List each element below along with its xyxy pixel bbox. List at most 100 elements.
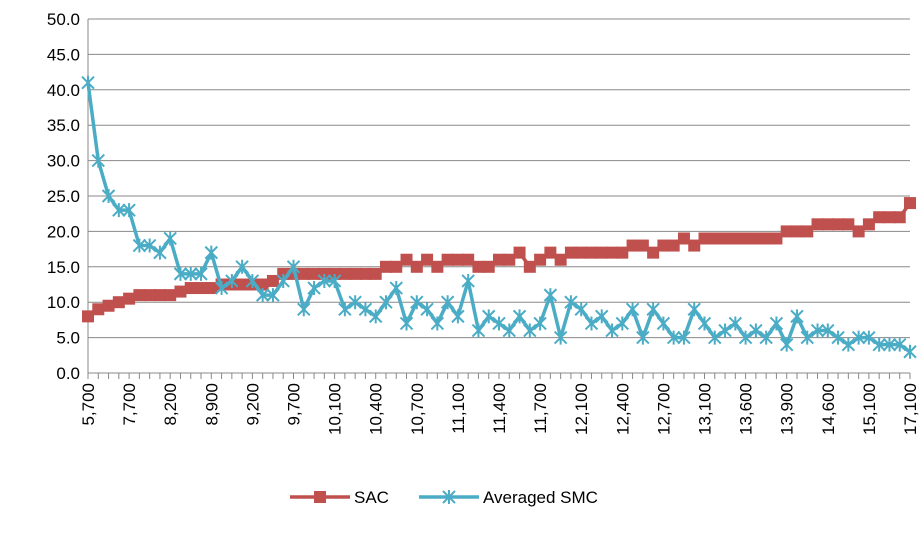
data-point bbox=[164, 289, 177, 302]
data-point bbox=[235, 259, 249, 274]
data-point bbox=[677, 232, 690, 245]
data-point bbox=[348, 295, 362, 310]
data-point bbox=[810, 323, 825, 338]
data-point bbox=[533, 316, 547, 331]
data-point bbox=[667, 239, 680, 252]
data-point bbox=[842, 218, 855, 231]
data-point bbox=[873, 211, 886, 224]
data-point bbox=[821, 323, 835, 338]
data-point bbox=[697, 316, 712, 331]
data-point bbox=[184, 282, 197, 295]
data-point bbox=[503, 253, 516, 266]
data-point bbox=[338, 267, 351, 280]
y-tick-label: 10.0 bbox=[47, 293, 80, 312]
data-point bbox=[122, 203, 136, 218]
data-point bbox=[101, 189, 116, 203]
legend-label: SAC bbox=[354, 488, 389, 507]
data-point bbox=[420, 302, 434, 317]
data-point bbox=[605, 323, 619, 338]
data-point bbox=[369, 267, 382, 280]
data-point bbox=[553, 330, 568, 345]
data-point bbox=[338, 302, 352, 317]
data-point bbox=[719, 232, 732, 245]
data-point bbox=[462, 253, 475, 266]
data-point bbox=[379, 260, 392, 273]
y-tick-label: 35.0 bbox=[47, 116, 80, 135]
data-point bbox=[728, 316, 743, 331]
data-point bbox=[698, 232, 711, 245]
data-point bbox=[317, 273, 332, 288]
series-line bbox=[86, 82, 911, 354]
data-point bbox=[615, 316, 630, 331]
data-point bbox=[606, 246, 619, 259]
data-point bbox=[225, 273, 239, 288]
data-point bbox=[461, 273, 475, 288]
data-point bbox=[862, 330, 876, 345]
data-point bbox=[779, 337, 794, 352]
data-point bbox=[646, 302, 660, 317]
data-point bbox=[358, 302, 373, 317]
data-point bbox=[153, 245, 167, 260]
x-tick-label: 9,700 bbox=[285, 383, 304, 426]
data-point bbox=[214, 281, 229, 296]
data-point bbox=[410, 260, 423, 273]
data-point bbox=[523, 260, 536, 273]
data-point bbox=[585, 246, 598, 259]
x-tick-label: 13,600 bbox=[737, 383, 756, 435]
data-point bbox=[349, 267, 362, 280]
data-point bbox=[204, 245, 219, 260]
x-tick-label: 12,700 bbox=[654, 383, 673, 435]
data-point bbox=[656, 316, 671, 331]
data-point bbox=[841, 337, 856, 352]
x-tick-label: 14,600 bbox=[819, 383, 838, 435]
data-point bbox=[379, 295, 393, 310]
y-tick-label: 15.0 bbox=[47, 258, 80, 277]
x-tick-label: 8,200 bbox=[161, 383, 180, 426]
data-point bbox=[574, 302, 588, 317]
data-point bbox=[431, 260, 444, 273]
data-point bbox=[677, 330, 691, 345]
data-point bbox=[440, 295, 455, 310]
data-point bbox=[102, 299, 115, 312]
data-point bbox=[276, 273, 290, 288]
data-point bbox=[801, 225, 814, 238]
data-point bbox=[256, 278, 269, 291]
data-point bbox=[636, 330, 650, 345]
x-tick-label: 5,700 bbox=[79, 383, 98, 426]
y-tick-label: 45.0 bbox=[47, 45, 80, 64]
data-point bbox=[647, 246, 660, 259]
data-point bbox=[790, 225, 803, 238]
data-point bbox=[575, 246, 588, 259]
x-tick-label: 8,900 bbox=[202, 383, 221, 426]
data-point bbox=[862, 218, 875, 231]
data-point bbox=[174, 285, 187, 298]
data-point bbox=[236, 278, 249, 291]
data-point bbox=[708, 330, 722, 345]
data-point bbox=[523, 323, 537, 338]
data-point bbox=[904, 197, 916, 210]
data-point bbox=[81, 75, 95, 90]
data-point bbox=[851, 330, 866, 345]
data-point bbox=[368, 309, 383, 324]
data-point bbox=[173, 266, 188, 281]
data-point bbox=[872, 337, 886, 352]
data-point bbox=[688, 239, 701, 252]
data-point bbox=[893, 211, 906, 224]
data-point bbox=[718, 323, 732, 338]
x-tick-label: 10,400 bbox=[367, 383, 386, 435]
data-point bbox=[112, 296, 125, 309]
data-point bbox=[471, 323, 486, 338]
data-point bbox=[390, 260, 403, 273]
data-point bbox=[636, 239, 649, 252]
data-point bbox=[534, 253, 547, 266]
y-tick-label: 0.0 bbox=[56, 364, 80, 383]
data-point bbox=[544, 246, 557, 259]
legend-label: Averaged SMC bbox=[483, 488, 598, 507]
data-point bbox=[564, 295, 578, 310]
x-tick-label: 11,400 bbox=[490, 383, 509, 434]
legend-marker bbox=[442, 490, 456, 504]
data-point bbox=[195, 282, 208, 295]
data-point bbox=[441, 253, 454, 266]
x-tick-label: 9,200 bbox=[243, 383, 262, 426]
data-point bbox=[327, 273, 342, 288]
